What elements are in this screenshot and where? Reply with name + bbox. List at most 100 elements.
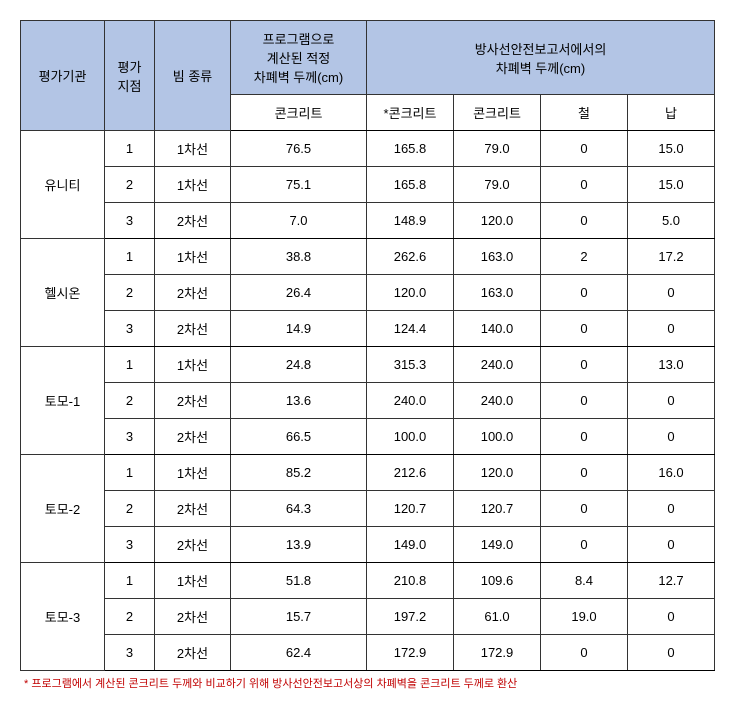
footnote: * 프로그램에서 계산된 콘크리트 두께와 비교하기 위해 방사선안전보고서상의… bbox=[20, 675, 714, 691]
iron-cell: 0 bbox=[541, 419, 628, 455]
lead-cell: 0 bbox=[628, 527, 715, 563]
lead-cell: 0 bbox=[628, 491, 715, 527]
iron-cell: 2 bbox=[541, 239, 628, 275]
table-header: 평가기관 평가 지점 빔 종류 프로그램으로 계산된 적정 차폐벽 두께(cm)… bbox=[21, 21, 715, 131]
concrete-cell: 120.0 bbox=[454, 455, 541, 491]
table-row: 유니티11차선76.5165.879.0015.0 bbox=[21, 131, 715, 167]
concrete-star-cell: 149.0 bbox=[367, 527, 454, 563]
institution-cell: 헬시온 bbox=[21, 239, 105, 347]
header-calc-group: 프로그램으로 계산된 적정 차폐벽 두께(cm) bbox=[231, 21, 367, 95]
subheader-concrete: 콘크리트 bbox=[454, 95, 541, 131]
subheader-concrete-calc: 콘크리트 bbox=[231, 95, 367, 131]
institution-cell: 토모-3 bbox=[21, 563, 105, 671]
beam-cell: 2차선 bbox=[155, 383, 231, 419]
table-row: 32차선62.4172.9172.900 bbox=[21, 635, 715, 671]
concrete-cell: 240.0 bbox=[454, 347, 541, 383]
calc-cell: 38.8 bbox=[231, 239, 367, 275]
table-row: 32차선13.9149.0149.000 bbox=[21, 527, 715, 563]
beam-cell: 2차선 bbox=[155, 203, 231, 239]
concrete-cell: 109.6 bbox=[454, 563, 541, 599]
concrete-cell: 240.0 bbox=[454, 383, 541, 419]
iron-cell: 19.0 bbox=[541, 599, 628, 635]
iron-cell: 8.4 bbox=[541, 563, 628, 599]
table-row: 21차선75.1165.879.0015.0 bbox=[21, 167, 715, 203]
concrete-star-cell: 124.4 bbox=[367, 311, 454, 347]
header-report-group: 방사선안전보고서에서의 차폐벽 두께(cm) bbox=[367, 21, 715, 95]
concrete-star-cell: 100.0 bbox=[367, 419, 454, 455]
beam-cell: 1차선 bbox=[155, 239, 231, 275]
iron-cell: 0 bbox=[541, 455, 628, 491]
beam-cell: 1차선 bbox=[155, 131, 231, 167]
iron-cell: 0 bbox=[541, 347, 628, 383]
header-beam: 빔 종류 bbox=[155, 21, 231, 131]
calc-cell: 26.4 bbox=[231, 275, 367, 311]
lead-cell: 0 bbox=[628, 635, 715, 671]
beam-cell: 2차선 bbox=[155, 311, 231, 347]
calc-cell: 66.5 bbox=[231, 419, 367, 455]
lead-cell: 12.7 bbox=[628, 563, 715, 599]
lead-cell: 0 bbox=[628, 275, 715, 311]
lead-cell: 15.0 bbox=[628, 131, 715, 167]
concrete-star-cell: 197.2 bbox=[367, 599, 454, 635]
lead-cell: 17.2 bbox=[628, 239, 715, 275]
concrete-star-cell: 165.8 bbox=[367, 131, 454, 167]
concrete-cell: 172.9 bbox=[454, 635, 541, 671]
concrete-star-cell: 212.6 bbox=[367, 455, 454, 491]
calc-cell: 13.6 bbox=[231, 383, 367, 419]
concrete-star-cell: 210.8 bbox=[367, 563, 454, 599]
concrete-cell: 120.7 bbox=[454, 491, 541, 527]
calc-cell: 85.2 bbox=[231, 455, 367, 491]
lead-cell: 13.0 bbox=[628, 347, 715, 383]
calc-cell: 75.1 bbox=[231, 167, 367, 203]
institution-cell: 토모-2 bbox=[21, 455, 105, 563]
beam-cell: 1차선 bbox=[155, 167, 231, 203]
iron-cell: 0 bbox=[541, 491, 628, 527]
calc-cell: 7.0 bbox=[231, 203, 367, 239]
point-cell: 2 bbox=[105, 383, 155, 419]
shielding-table: 평가기관 평가 지점 빔 종류 프로그램으로 계산된 적정 차폐벽 두께(cm)… bbox=[20, 20, 715, 671]
point-cell: 2 bbox=[105, 167, 155, 203]
calc-cell: 51.8 bbox=[231, 563, 367, 599]
point-cell: 1 bbox=[105, 239, 155, 275]
concrete-cell: 140.0 bbox=[454, 311, 541, 347]
table-row: 22차선13.6240.0240.000 bbox=[21, 383, 715, 419]
point-cell: 3 bbox=[105, 635, 155, 671]
concrete-star-cell: 120.0 bbox=[367, 275, 454, 311]
concrete-cell: 120.0 bbox=[454, 203, 541, 239]
calc-cell: 15.7 bbox=[231, 599, 367, 635]
subheader-concrete-star: *콘크리트 bbox=[367, 95, 454, 131]
lead-cell: 0 bbox=[628, 311, 715, 347]
beam-cell: 2차선 bbox=[155, 275, 231, 311]
lead-cell: 5.0 bbox=[628, 203, 715, 239]
table-row: 22차선64.3120.7120.700 bbox=[21, 491, 715, 527]
concrete-cell: 100.0 bbox=[454, 419, 541, 455]
point-cell: 1 bbox=[105, 347, 155, 383]
calc-cell: 24.8 bbox=[231, 347, 367, 383]
point-cell: 2 bbox=[105, 275, 155, 311]
calc-cell: 76.5 bbox=[231, 131, 367, 167]
lead-cell: 0 bbox=[628, 383, 715, 419]
table-row: 토모-111차선24.8315.3240.0013.0 bbox=[21, 347, 715, 383]
beam-cell: 1차선 bbox=[155, 347, 231, 383]
concrete-star-cell: 120.7 bbox=[367, 491, 454, 527]
beam-cell: 2차선 bbox=[155, 635, 231, 671]
iron-cell: 0 bbox=[541, 527, 628, 563]
table-row: 토모-311차선51.8210.8109.68.412.7 bbox=[21, 563, 715, 599]
table-row: 토모-211차선85.2212.6120.0016.0 bbox=[21, 455, 715, 491]
iron-cell: 0 bbox=[541, 275, 628, 311]
iron-cell: 0 bbox=[541, 635, 628, 671]
lead-cell: 15.0 bbox=[628, 167, 715, 203]
concrete-star-cell: 240.0 bbox=[367, 383, 454, 419]
beam-cell: 2차선 bbox=[155, 527, 231, 563]
table-row: 32차선14.9124.4140.000 bbox=[21, 311, 715, 347]
concrete-star-cell: 172.9 bbox=[367, 635, 454, 671]
concrete-cell: 79.0 bbox=[454, 167, 541, 203]
table-row: 22차선15.7197.261.019.00 bbox=[21, 599, 715, 635]
beam-cell: 2차선 bbox=[155, 599, 231, 635]
point-cell: 1 bbox=[105, 131, 155, 167]
calc-cell: 62.4 bbox=[231, 635, 367, 671]
point-cell: 1 bbox=[105, 455, 155, 491]
beam-cell: 2차선 bbox=[155, 491, 231, 527]
table-row: 헬시온11차선38.8262.6163.0217.2 bbox=[21, 239, 715, 275]
beam-cell: 1차선 bbox=[155, 563, 231, 599]
